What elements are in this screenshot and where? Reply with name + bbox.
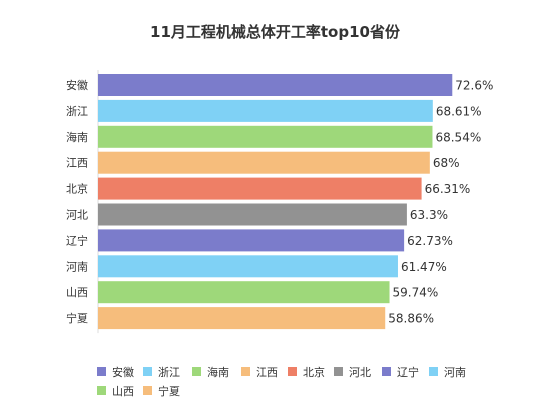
value-label: 61.47% <box>401 260 447 274</box>
legend-label: 河北 <box>349 366 371 379</box>
value-label: 72.6% <box>455 79 493 93</box>
value-label: 63.3% <box>410 208 448 222</box>
category-label: 浙江 <box>66 105 88 118</box>
legend-label: 江西 <box>256 366 278 379</box>
legend-swatch <box>192 367 201 376</box>
bar-7 <box>98 255 398 278</box>
bar-9 <box>98 307 386 330</box>
legend-label: 辽宁 <box>397 365 419 379</box>
legend-swatch <box>97 386 106 395</box>
legend-swatch <box>143 386 152 395</box>
category-label: 辽宁 <box>66 233 88 247</box>
legend-swatch <box>382 367 391 376</box>
bar-8 <box>98 281 390 304</box>
bar-4 <box>98 177 422 200</box>
value-label: 66.31% <box>425 182 471 196</box>
value-label: 68.61% <box>436 104 482 118</box>
bar-1 <box>98 99 433 122</box>
legend-swatch <box>429 367 438 376</box>
legend-label: 海南 <box>207 365 229 379</box>
legend-swatch <box>334 367 343 376</box>
legend-label: 宁夏 <box>158 384 180 398</box>
bars-group: 安徽 72.6% 浙江 68.61% 海南 68.54% 江西 68% 北京 66.31% 河北 63… <box>66 70 493 334</box>
legend-swatch <box>241 367 250 376</box>
legend-swatch <box>288 367 297 376</box>
bar-3 <box>98 151 430 174</box>
value-label: 59.74% <box>393 286 439 300</box>
legend-label: 山西 <box>112 385 134 398</box>
bar-2 <box>98 125 433 148</box>
bar-5 <box>98 203 407 226</box>
value-label: 62.73% <box>407 234 453 248</box>
bar-6 <box>98 229 405 252</box>
value-label: 68% <box>433 156 460 170</box>
category-label: 江西 <box>66 157 88 170</box>
category-label: 北京 <box>66 182 88 196</box>
category-label: 河北 <box>66 209 88 222</box>
legend-swatch <box>143 367 152 376</box>
chart-title: 11月工程机械总体开工率top10省份 <box>150 23 401 41</box>
legend-label: 河南 <box>444 366 466 379</box>
value-label: 68.54% <box>435 130 481 144</box>
category-label: 山西 <box>66 286 88 299</box>
category-label: 海南 <box>66 130 88 144</box>
bar-0 <box>98 74 453 96</box>
legend-label: 安徽 <box>112 365 134 379</box>
legend-label: 北京 <box>303 365 325 379</box>
category-label: 河南 <box>66 260 88 273</box>
legend-label: 浙江 <box>158 366 180 379</box>
legend-swatch <box>97 367 106 376</box>
category-label: 安徽 <box>66 78 88 92</box>
category-label: 宁夏 <box>66 311 88 325</box>
value-label: 58.86% <box>388 312 434 326</box>
